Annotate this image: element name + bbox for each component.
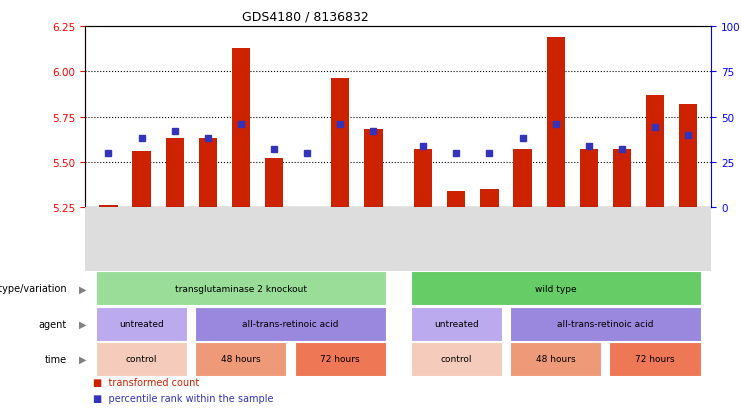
Text: GDS4180 / 8136832: GDS4180 / 8136832 — [242, 10, 368, 23]
Text: 48 hours: 48 hours — [536, 354, 576, 363]
Bar — [514, 150, 531, 208]
Bar — [365, 130, 382, 208]
Bar — [133, 152, 150, 208]
Bar — [232, 49, 250, 208]
Text: untreated: untreated — [119, 319, 164, 328]
Text: agent: agent — [39, 319, 67, 329]
Text: untreated: untreated — [434, 319, 479, 328]
Bar — [447, 192, 465, 208]
Text: 72 hours: 72 hours — [321, 354, 360, 363]
Bar — [613, 150, 631, 208]
Bar — [679, 104, 697, 208]
Text: 72 hours: 72 hours — [635, 354, 675, 363]
Text: ▶: ▶ — [79, 319, 86, 329]
Text: genotype/variation: genotype/variation — [0, 284, 67, 294]
Text: ▶: ▶ — [79, 354, 86, 364]
Bar — [199, 139, 217, 208]
Text: wild type: wild type — [535, 284, 576, 293]
Text: time: time — [44, 354, 67, 364]
Text: ■  percentile rank within the sample: ■ percentile rank within the sample — [93, 393, 273, 403]
Bar — [547, 38, 565, 208]
Bar — [99, 206, 118, 208]
Text: ▶: ▶ — [79, 284, 86, 294]
Bar — [331, 79, 350, 208]
Text: transglutaminase 2 knockout: transglutaminase 2 knockout — [175, 284, 307, 293]
Bar — [480, 190, 499, 208]
Text: all-trans-retinoic acid: all-trans-retinoic acid — [242, 319, 339, 328]
Text: control: control — [126, 354, 157, 363]
Text: 48 hours: 48 hours — [221, 354, 261, 363]
Bar — [646, 95, 664, 208]
Text: control: control — [440, 354, 472, 363]
Bar — [579, 150, 598, 208]
Bar — [165, 139, 184, 208]
Bar — [414, 150, 432, 208]
Bar — [265, 159, 283, 208]
Text: ■  transformed count: ■ transformed count — [93, 377, 199, 387]
Text: all-trans-retinoic acid: all-trans-retinoic acid — [557, 319, 654, 328]
